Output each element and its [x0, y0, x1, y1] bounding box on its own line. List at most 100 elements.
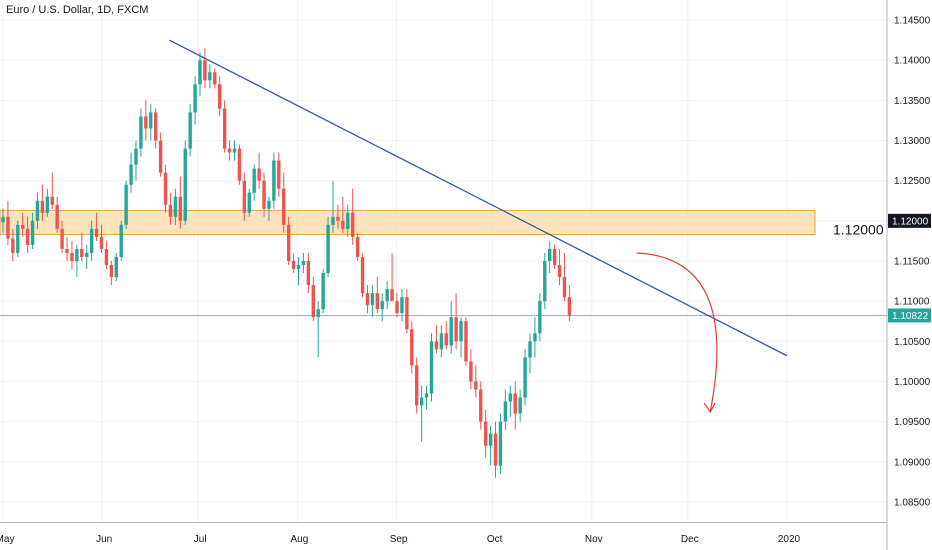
candle-body — [272, 160, 276, 201]
candle-body — [149, 112, 153, 129]
candle — [80, 232, 84, 261]
candle — [99, 224, 104, 253]
candle — [493, 421, 498, 478]
candle — [360, 252, 365, 298]
candle-body — [35, 200, 40, 221]
candle — [538, 293, 542, 342]
candle-body — [218, 84, 222, 109]
candle-body — [267, 200, 271, 209]
candle-body — [65, 248, 69, 253]
candle-body — [11, 238, 15, 253]
candle — [528, 333, 532, 374]
candle-body — [513, 393, 517, 414]
price-tag-label: 1.10822 — [892, 311, 929, 322]
candle — [104, 240, 109, 270]
candle — [129, 152, 133, 193]
candle — [109, 261, 114, 286]
price-tag-bg — [888, 308, 931, 323]
candle — [237, 144, 242, 185]
candle-body — [114, 256, 118, 278]
candle-body — [1, 216, 5, 223]
candle-body — [247, 192, 251, 213]
candle — [449, 301, 453, 354]
candle — [242, 172, 247, 221]
y-tick-label: 1.10000 — [894, 377, 931, 388]
candle — [94, 212, 99, 241]
y-tick-label: 1.12500 — [894, 176, 931, 187]
candle — [16, 220, 20, 257]
candle — [444, 321, 448, 350]
candle-body — [168, 204, 173, 217]
candle-body — [227, 148, 232, 153]
candle — [306, 252, 311, 294]
candle — [523, 349, 527, 406]
candle — [144, 100, 148, 141]
candle — [40, 184, 45, 221]
candle-body — [21, 224, 25, 229]
candle-body — [533, 333, 537, 342]
candle-body — [365, 293, 370, 306]
x-tick-label: Nov — [585, 534, 603, 545]
candle — [488, 425, 493, 466]
candle-body — [400, 297, 404, 314]
candle-body — [193, 84, 197, 113]
candle — [469, 349, 473, 390]
x-tick-label: May — [0, 534, 14, 545]
candle-body — [163, 172, 168, 205]
candle-body — [55, 204, 59, 229]
candle-body — [567, 297, 572, 316]
candle-body — [375, 293, 380, 310]
candle — [321, 269, 325, 314]
candle — [518, 389, 522, 422]
candle — [21, 212, 25, 237]
candle — [424, 385, 429, 410]
candle-body — [454, 317, 458, 342]
candle-body — [341, 220, 345, 229]
candle-body — [390, 289, 394, 302]
candle — [552, 244, 557, 270]
candle-body — [557, 265, 562, 278]
candle — [11, 228, 15, 261]
candle — [513, 381, 517, 430]
price-axis[interactable]: 1.14500 1.14000 1.13500 1.13000 1.12500 1.120… — [886, 0, 931, 550]
candle — [405, 289, 409, 334]
candle-body — [355, 236, 360, 257]
candle-body — [562, 277, 567, 298]
x-tick-label: Sep — [390, 534, 408, 545]
candle — [158, 132, 163, 177]
trendline — [169, 39, 788, 357]
candle — [547, 240, 552, 274]
y-tick-label: 1.11500 — [894, 257, 930, 268]
candle — [85, 244, 89, 270]
candle-body — [385, 289, 389, 302]
candle — [454, 293, 458, 350]
candle-body — [89, 228, 94, 253]
candle — [286, 216, 291, 266]
y-tick-label: 1.10500 — [894, 337, 931, 348]
grid-lines — [0, 0, 887, 522]
candle-body — [25, 228, 30, 245]
candle-body — [434, 341, 439, 350]
candle — [247, 188, 251, 217]
candle — [35, 192, 40, 229]
candle — [193, 76, 197, 125]
candle — [291, 252, 296, 274]
candle — [439, 325, 444, 358]
resistance-zone-label: 1.12000 — [833, 221, 884, 237]
candle — [89, 220, 94, 261]
candle-body — [40, 200, 45, 213]
y-tick-label: 1.13000 — [894, 136, 931, 147]
y-tick-label: 1.11000 — [894, 297, 930, 308]
candle — [341, 196, 345, 233]
candle — [350, 188, 355, 245]
candle-body — [60, 228, 64, 249]
candle — [45, 188, 50, 217]
candle — [50, 172, 54, 209]
candle — [277, 152, 281, 197]
candle-body — [222, 108, 227, 149]
candle — [70, 240, 74, 270]
candlestick-series — [1, 48, 572, 478]
time-axis[interactable]: May Jun Jul Aug Sep Oct Nov Dec 2020 — [0, 522, 887, 546]
candle — [60, 220, 64, 253]
